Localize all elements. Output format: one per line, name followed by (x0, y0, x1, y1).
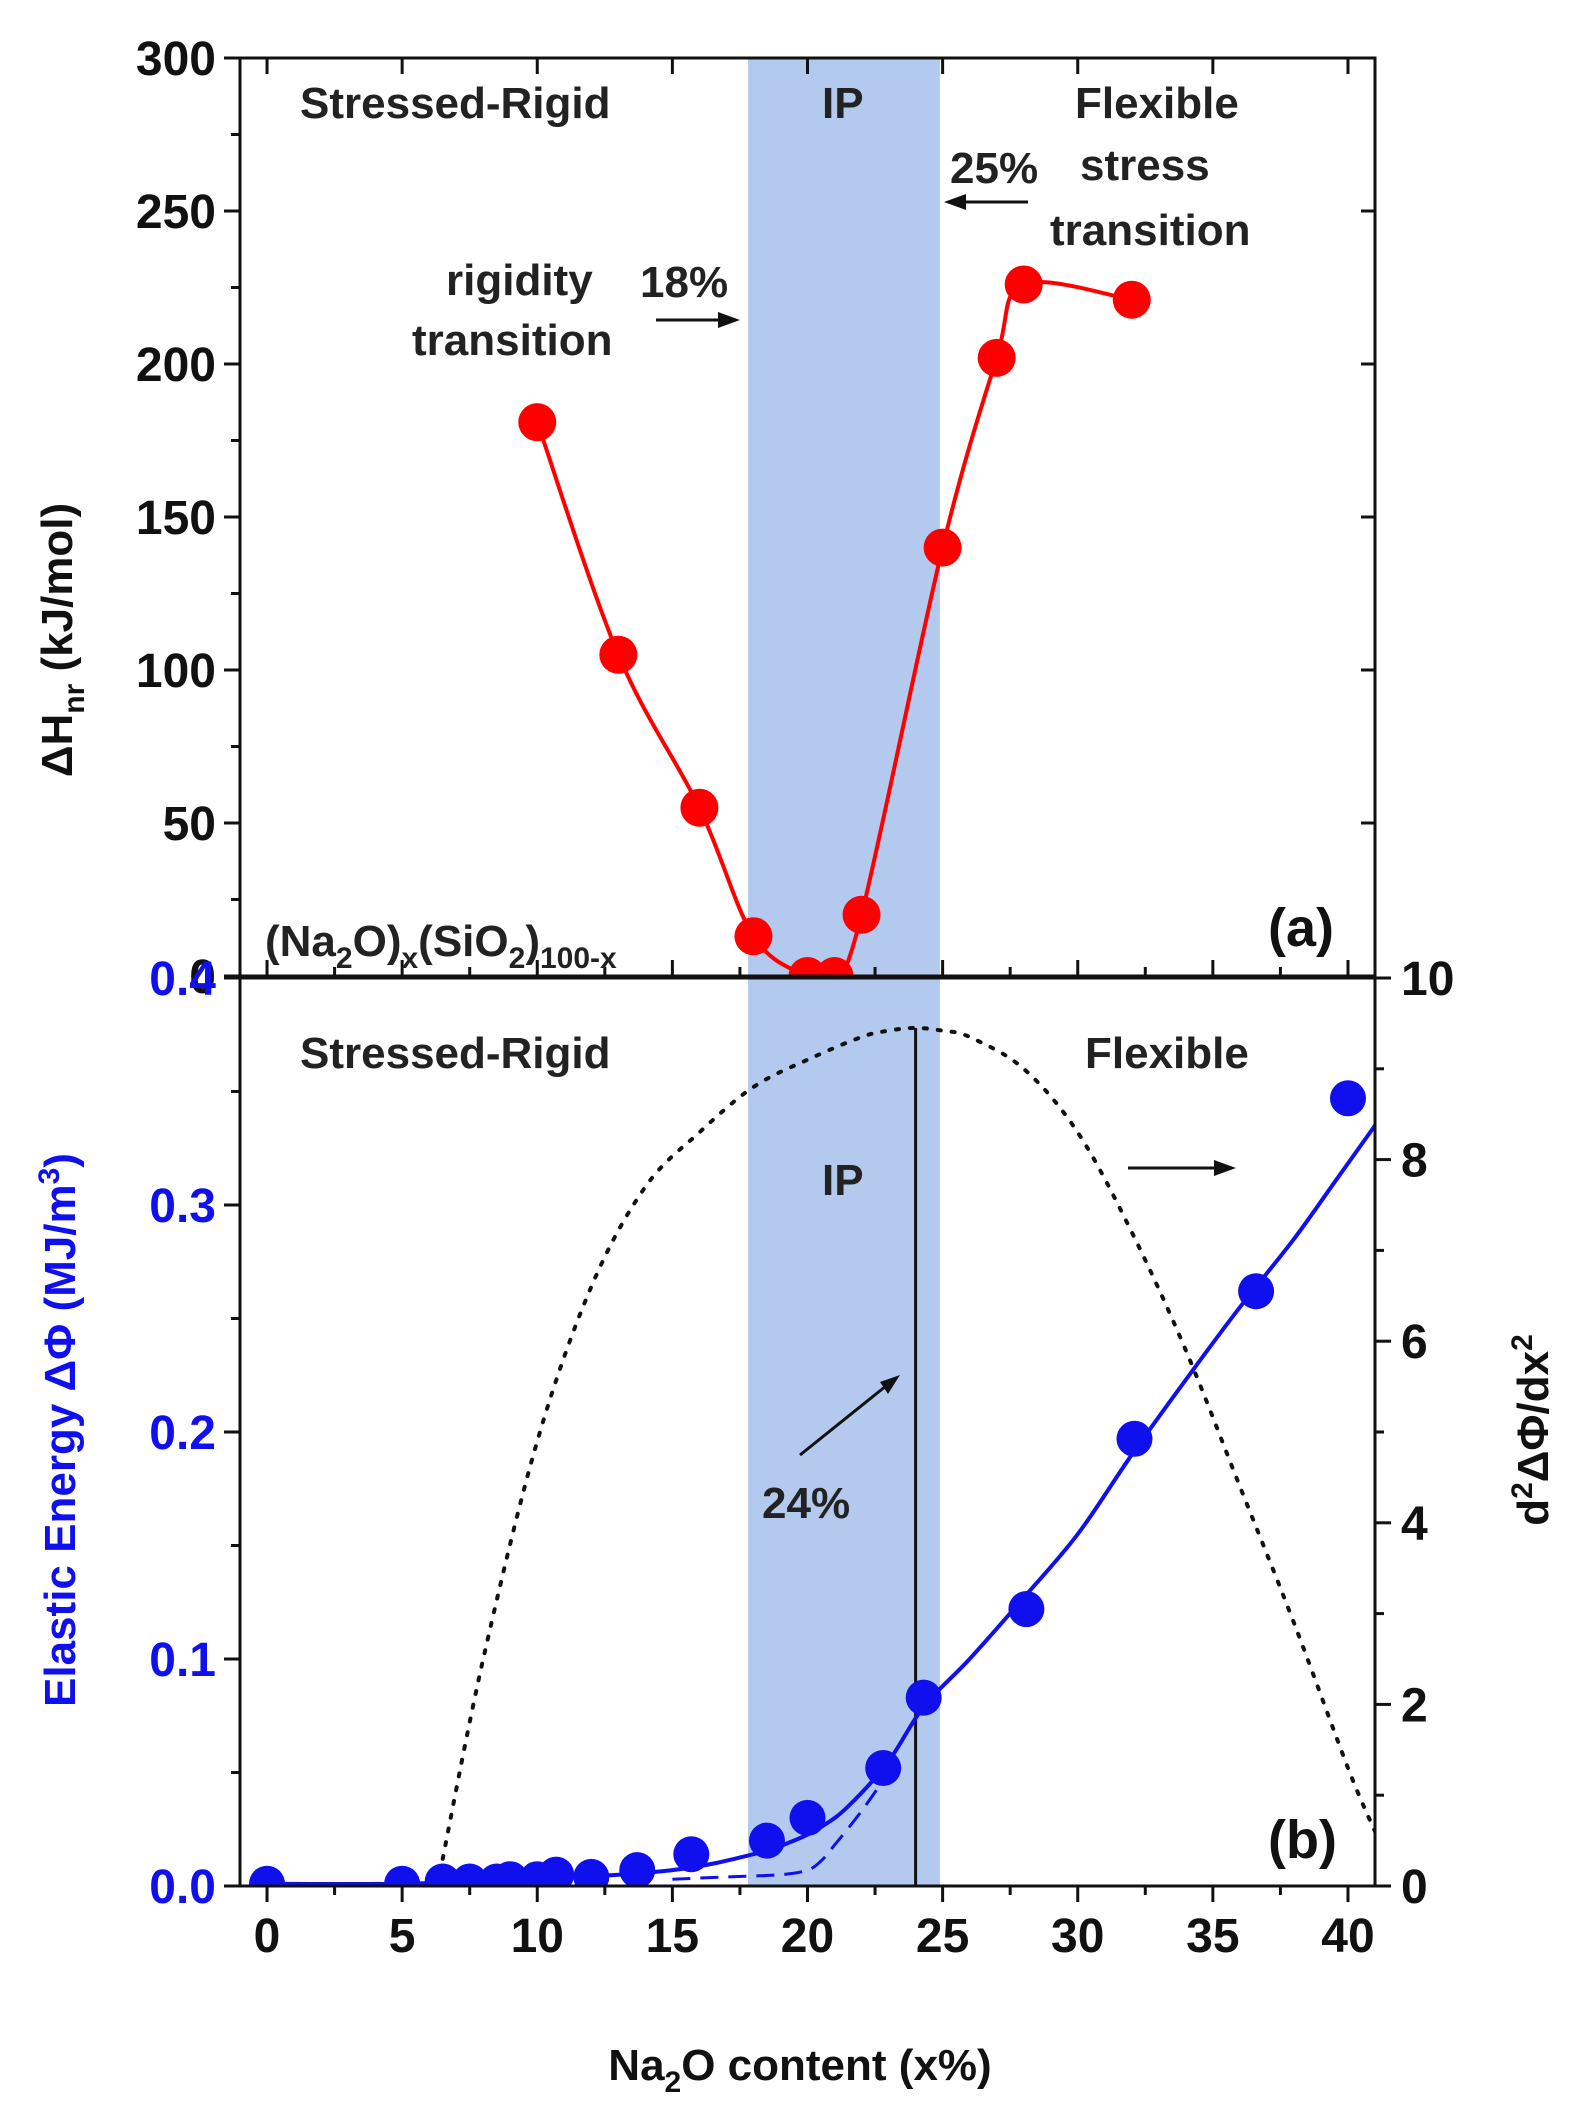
panel-b-data-point (619, 1852, 656, 1886)
panel-b-data-point (424, 1863, 461, 1886)
panel-a-region-stressed-rigid: Stressed-Rigid (300, 79, 611, 128)
panel-b-y2-tick-label: 4 (1401, 1498, 1428, 1551)
panel-b-data-point (249, 1865, 286, 1886)
panel-b-data-point (1116, 1420, 1153, 1457)
panel-a-y-tick-label: 300 (136, 33, 216, 86)
panel-b-y-axis-title: Elastic Energy ΔΦ (MJ/m3) (33, 1153, 85, 1707)
panel-a-data-point (734, 917, 773, 956)
elastic-fit-dashed-line (672, 1771, 890, 1881)
composition-formula: (Na2O)x(SiO2)100-x (265, 917, 617, 975)
panel-a-frame (238, 56, 1377, 978)
rigidity-transition-line1: rigidity (446, 256, 593, 305)
x-tick-label: 5 (389, 1910, 416, 1963)
panel-a-y-tick-label: 0 (189, 951, 216, 1004)
panel-b-y-tick-label: 0.3 (149, 1180, 216, 1233)
panel-a-data-point (518, 403, 557, 442)
panel-b-data-point (451, 1863, 488, 1886)
x-tick-label: 10 (511, 1910, 564, 1963)
panel-b-label: (b) (1268, 1810, 1337, 1870)
axis-ticks: 0 5 10 15 20 25 30 35 400501001502002503000.00.1… (136, 33, 1454, 1963)
stress-arrow (944, 194, 1028, 210)
panel-b-data-point (1329, 1080, 1366, 1117)
panel-b-region-ip: IP (822, 1156, 864, 1205)
panel-b-y-tick-label: 0.4 (149, 953, 216, 1006)
panel-a-data-point (815, 957, 854, 976)
panel-a-data-point (842, 895, 881, 934)
ip-band-panel-b (748, 978, 940, 1886)
x-tick-label: 0 (254, 1910, 281, 1963)
stress-transition-value: 25% (950, 144, 1038, 193)
panel-b-data-point (1238, 1273, 1275, 1310)
panel-a-data-point (599, 635, 638, 674)
x-axis-title: Na2O content (x%) (608, 2041, 991, 2099)
panel-a-region-flexible: Flexible (1075, 79, 1239, 128)
panel-a-y-tick-label: 150 (136, 492, 216, 545)
panel-b-data-point (538, 1856, 575, 1886)
panel-a-y-tick-label: 250 (136, 186, 216, 239)
panel-b-region-flexible: Flexible (1085, 1029, 1249, 1078)
peak-annotation-value: 24% (762, 1479, 850, 1528)
panel-b-frame (238, 976, 1377, 1888)
panel-b-region-stressed-rigid: Stressed-Rigid (300, 1029, 611, 1078)
panel-a-plot (518, 265, 1151, 976)
x-tick-label: 25 (916, 1910, 969, 1963)
rigidity-transition-line2: transition (412, 316, 612, 365)
panel-a-y-axis-title: ΔHnr (kJ/mol) (33, 503, 91, 777)
panel-b-data-point (573, 1858, 610, 1886)
x-tick-label: 30 (1051, 1910, 1104, 1963)
x-tick-label: 40 (1321, 1910, 1374, 1963)
x-tick-label: 35 (1186, 1910, 1239, 1963)
panel-b-data-point (673, 1836, 710, 1873)
panel-b-data-point (789, 1799, 826, 1836)
panel-b-y-tick-label: 0.2 (149, 1407, 216, 1460)
panel-b-y2-tick-label: 10 (1401, 953, 1454, 1006)
panel-b-data-point (748, 1822, 785, 1859)
panel-a-label: (a) (1268, 898, 1334, 958)
panel-a-data-point (977, 338, 1016, 377)
panel-b-data-point (1008, 1591, 1045, 1628)
panel-a-y-tick-label: 100 (136, 645, 216, 698)
panel-b-data-point (865, 1749, 902, 1786)
panel-b-data-point (384, 1865, 421, 1886)
panel-a-y-tick-label: 200 (136, 339, 216, 392)
curvature-dotted-curve (440, 1025, 1375, 1861)
panel-b-plot (249, 1025, 1375, 1886)
panel-a-data-point (1004, 265, 1043, 304)
panel-a-y-tick-label: 50 (163, 798, 216, 851)
panel-b-data-point (492, 1861, 529, 1886)
stress-transition-line1: stress (1080, 141, 1210, 190)
panel-b-y2-tick-label: 8 (1401, 1135, 1428, 1188)
panel-b-y2-tick-label: 6 (1401, 1316, 1428, 1369)
panel-a-data-point (680, 788, 719, 827)
stress-transition-line2: transition (1050, 206, 1250, 255)
curvature-axis-arrow (1128, 1160, 1236, 1176)
rigidity-arrow (656, 312, 740, 328)
panel-b-y2-tick-label: 0 (1401, 1861, 1428, 1914)
panel-b-data-point (905, 1679, 942, 1716)
x-tick-label: 20 (781, 1910, 834, 1963)
panel-b-y-tick-label: 0.1 (149, 1634, 216, 1687)
panel-b-y-tick-label: 0.0 (149, 1861, 216, 1914)
panel-a-data-point (923, 528, 962, 567)
panel-a-region-ip: IP (822, 79, 864, 128)
rigidity-transition-value: 18% (640, 258, 728, 307)
panel-b-y2-axis-title: d2ΔΦ/dx2 (1506, 1334, 1558, 1526)
ip-band-panel-a (748, 58, 940, 976)
peak-arrow (799, 1375, 900, 1457)
x-tick-label: 15 (646, 1910, 699, 1963)
panel-b-y2-tick-label: 2 (1401, 1679, 1428, 1732)
panel-a-data-point (1112, 280, 1151, 319)
